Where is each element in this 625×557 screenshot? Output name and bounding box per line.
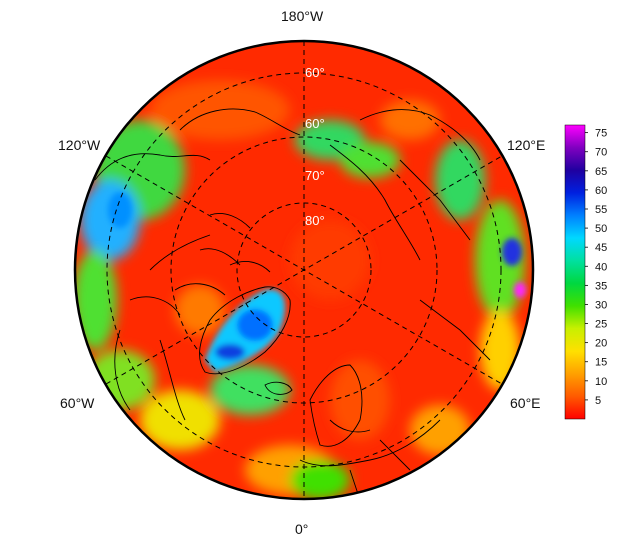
patch — [480, 310, 520, 390]
colorbar-ticks: 75 70 65 60 55 50 45 40 35 30 25 20 15 10 5 — [585, 128, 607, 407]
meridian-60w-120e — [105, 155, 503, 385]
colorbar-tick-label: 40 — [595, 261, 607, 273]
patch — [290, 460, 350, 499]
patch — [330, 360, 390, 440]
greenland-coast — [199, 286, 291, 375]
colorbar-tick-label: 65 — [595, 166, 607, 178]
siberia-patch — [514, 282, 526, 298]
colorbar-tick-label: 50 — [595, 223, 607, 235]
lon-label-lower-right: 60°E — [510, 395, 541, 411]
patch — [475, 200, 525, 320]
lon-label-upper-left: 120°W — [58, 137, 101, 153]
colorbar-tick-label: 20 — [595, 338, 607, 350]
asia-borders — [349, 159, 491, 499]
coastlines — [94, 108, 491, 499]
north-america-coast — [94, 153, 211, 421]
patch — [340, 142, 400, 178]
patch — [210, 365, 290, 415]
lat-label-60: 60° — [305, 116, 325, 131]
lat-label-60-outer: 60° — [305, 65, 325, 80]
colorbar-tick-label: 55 — [595, 204, 607, 216]
patch — [290, 220, 370, 300]
alaska-coast — [179, 108, 301, 136]
patch — [85, 350, 155, 410]
canada-patch — [108, 192, 132, 228]
colorbar-tick-label: 15 — [595, 357, 607, 369]
colorbar-tick-label: 5 — [595, 395, 601, 407]
patch — [75, 250, 117, 350]
lat-label-70: 70° — [305, 168, 325, 183]
colorbar-tick-label: 35 — [595, 280, 607, 292]
colorbar-gradient — [564, 124, 586, 420]
colorbar-tick-label: 75 — [595, 128, 607, 140]
europe-coast — [299, 419, 441, 467]
greenland-field — [108, 192, 526, 372]
lon-label-lower-left: 60°W — [60, 395, 95, 411]
lon-label-upper-right: 120°E — [507, 137, 546, 153]
colorbar-tick-label: 25 — [595, 319, 607, 331]
greenland-core — [237, 309, 273, 341]
colorbar-tick-label: 30 — [595, 299, 607, 311]
canadian-archipelago — [129, 213, 271, 316]
graticule — [105, 41, 503, 499]
greenland-core — [215, 344, 245, 360]
colorbar-tick-label: 45 — [595, 242, 607, 254]
patch — [410, 405, 470, 455]
lon-label-top: 180°W — [281, 8, 324, 24]
patch — [175, 285, 225, 335]
colorbar: 75 70 65 60 55 50 45 40 35 30 25 20 15 10 5 — [564, 124, 607, 420]
iceland-coast — [264, 381, 293, 395]
scandinavia-coast — [309, 364, 363, 447]
lon-label-bottom: 0° — [295, 521, 309, 537]
map-border — [73, 39, 535, 501]
siberia-coast — [329, 109, 481, 261]
siberia-patch — [502, 238, 522, 266]
lat-label-80: 80° — [305, 213, 325, 228]
colorbar-tick-label: 60 — [595, 185, 607, 197]
colorbar-tick-label: 10 — [595, 376, 607, 388]
colorbar-tick-label: 70 — [595, 147, 607, 159]
